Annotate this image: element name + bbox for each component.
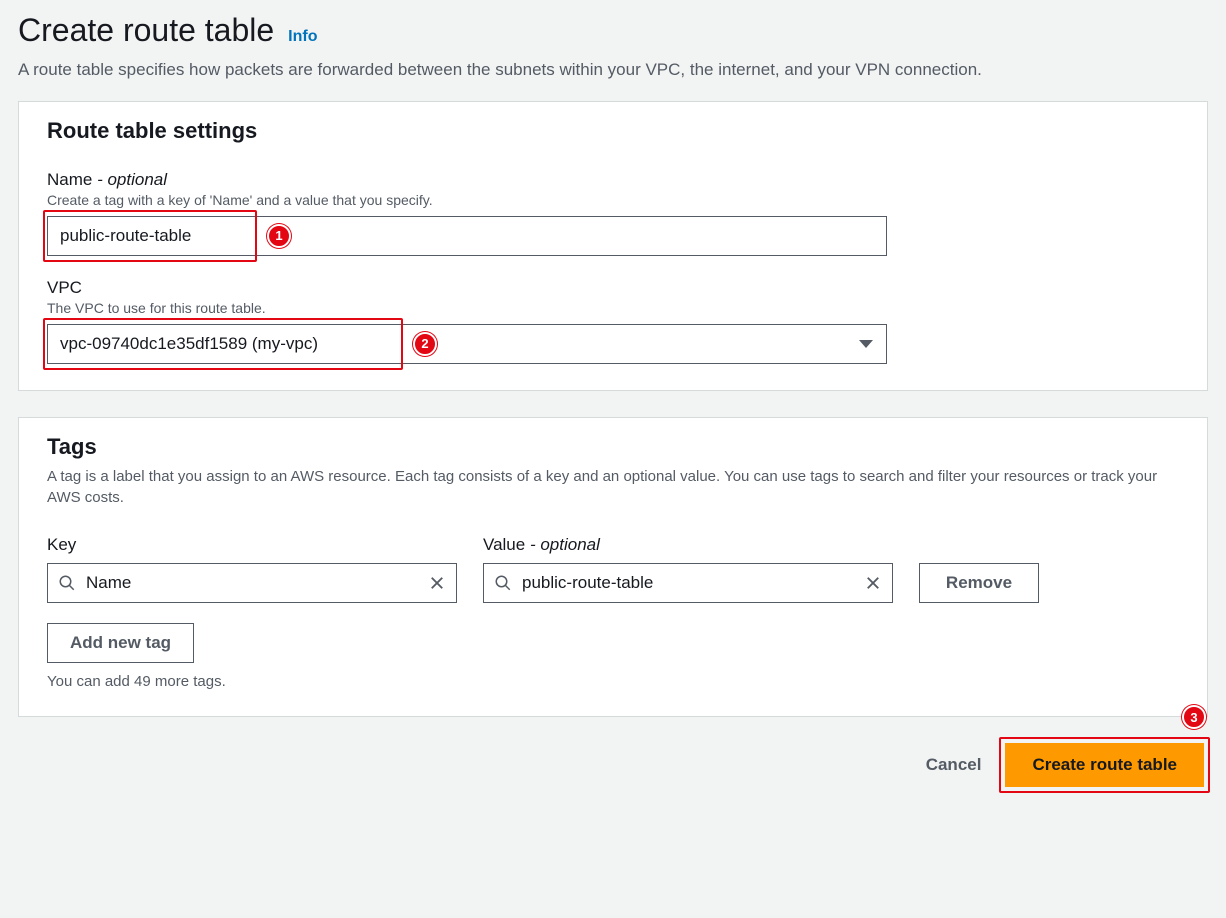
tags-remaining-hint: You can add 49 more tags. (47, 673, 1179, 690)
page-title: Create route table (18, 12, 274, 49)
tag-key-label: Key (47, 535, 457, 555)
info-link[interactable]: Info (288, 28, 317, 46)
close-icon (428, 574, 446, 592)
clear-key-button[interactable] (426, 572, 448, 594)
cancel-button[interactable]: Cancel (922, 747, 986, 783)
close-icon (864, 574, 882, 592)
name-input[interactable] (47, 216, 887, 256)
vpc-help: The VPC to use for this route table. (47, 300, 1179, 316)
route-table-settings-panel: Route table settings Name - optional Cre… (18, 101, 1208, 391)
tag-key-input[interactable] (84, 572, 418, 594)
vpc-field-group: VPC The VPC to use for this route table.… (47, 278, 1179, 364)
tag-value-label: Value - optional (483, 535, 893, 555)
create-route-table-button[interactable]: Create route table (1005, 743, 1204, 787)
tag-value-input[interactable] (520, 572, 854, 594)
tag-row: Key Value - optional (47, 535, 1179, 603)
tags-panel-title: Tags (47, 434, 1179, 460)
add-new-tag-button[interactable]: Add new tag (47, 623, 194, 663)
tag-key-column: Key (47, 535, 457, 603)
tags-panel: Tags A tag is a label that you assign to… (18, 417, 1208, 718)
name-label: Name - optional (47, 170, 1179, 190)
tag-value-input-wrap (483, 563, 893, 603)
tag-value-column: Value - optional (483, 535, 893, 603)
search-icon (58, 574, 76, 592)
page-description: A route table specifies how packets are … (18, 57, 1138, 83)
vpc-select[interactable]: vpc-09740dc1e35df1589 (my-vpc) (47, 324, 887, 364)
vpc-label: VPC (47, 278, 1179, 298)
footer-actions: Cancel Create route table 3 (18, 743, 1208, 787)
clear-value-button[interactable] (862, 572, 884, 594)
tag-key-input-wrap (47, 563, 457, 603)
tags-panel-description: A tag is a label that you assign to an A… (47, 466, 1179, 510)
name-field-group: Name - optional Create a tag with a key … (47, 170, 1179, 256)
name-help: Create a tag with a key of 'Name' and a … (47, 192, 1179, 208)
search-icon (494, 574, 512, 592)
settings-panel-title: Route table settings (47, 118, 1179, 144)
remove-tag-button[interactable]: Remove (919, 563, 1039, 603)
